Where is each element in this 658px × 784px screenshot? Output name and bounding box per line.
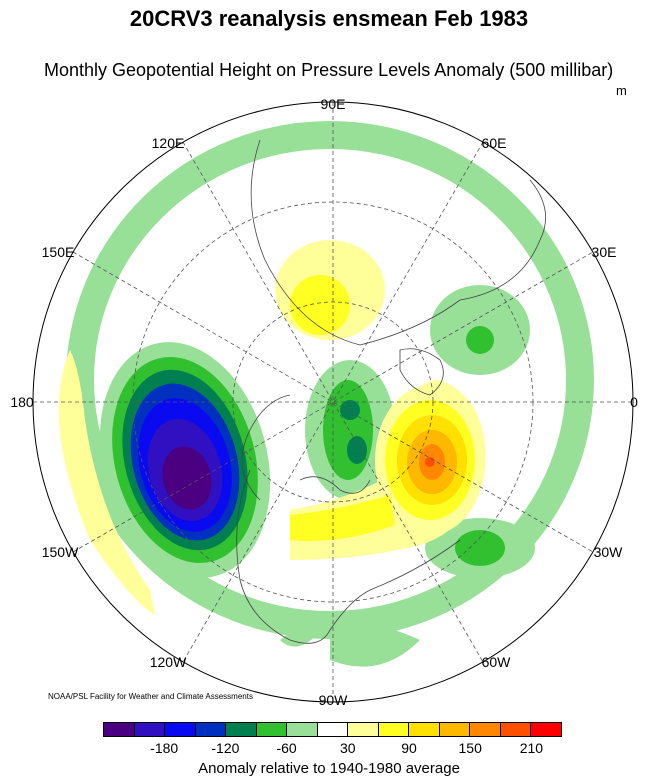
colorbar-tick: 150 — [458, 740, 482, 756]
colorbar-swatch — [531, 723, 561, 736]
colorbar-tick: -120 — [211, 740, 240, 756]
colorbar-swatch — [378, 723, 410, 736]
lon-label-150e: 150E — [41, 244, 75, 260]
coastlines — [236, 139, 546, 644]
colorbar-swatch — [256, 723, 288, 736]
colorbar-swatch — [134, 723, 166, 736]
colorbar-swatch — [348, 723, 379, 736]
lon-label-0: 0 — [630, 394, 638, 410]
credit-text: NOAA/PSL Facility for Weather and Climat… — [48, 692, 253, 701]
colorbar-swatch — [287, 723, 318, 736]
colorbar-label: Anomaly relative to 1940-1980 average — [198, 760, 460, 777]
lon-label-120w: 120W — [149, 654, 187, 670]
colorbar-swatch — [195, 723, 227, 736]
units-label: m — [616, 83, 627, 98]
colorbar-tick: 90 — [401, 740, 417, 756]
colorbar-swatch — [409, 723, 440, 736]
colorbar-swatch — [500, 723, 532, 736]
colorbar-swatch — [439, 723, 471, 736]
lon-label-150w: 150W — [41, 544, 79, 560]
colorbar-tick: -180 — [150, 740, 179, 756]
colorbar-swatch — [317, 723, 349, 736]
figure-title: 20CRV3 reanalysis ensmean Feb 1983 — [129, 6, 529, 31]
colorbar-tick: -60 — [276, 740, 297, 756]
lon-label-90w: 90W — [318, 692, 348, 708]
colorbar-swatch — [226, 723, 257, 736]
lon-label-60w: 60W — [481, 654, 511, 670]
graticule — [33, 102, 633, 702]
colorbar-tick: 30 — [340, 740, 356, 756]
lon-label-30e: 30E — [591, 244, 617, 260]
lon-label-90e: 90E — [320, 96, 346, 112]
colorbar-swatch — [470, 723, 501, 736]
figure-subtitle: Monthly Geopotential Height on Pressure … — [44, 60, 614, 80]
colorbar-tick: 210 — [519, 740, 544, 756]
colorbar-swatch — [104, 723, 135, 736]
colorbar — [103, 722, 562, 737]
lon-label-30w: 30W — [593, 544, 623, 560]
lon-label-120e: 120E — [151, 135, 185, 151]
lon-label-180: 180 — [10, 394, 34, 410]
anomaly-field — [58, 121, 594, 667]
map-boundary — [32, 101, 634, 703]
colorbar-swatch — [165, 723, 196, 736]
lon-label-60e: 60E — [481, 135, 507, 151]
